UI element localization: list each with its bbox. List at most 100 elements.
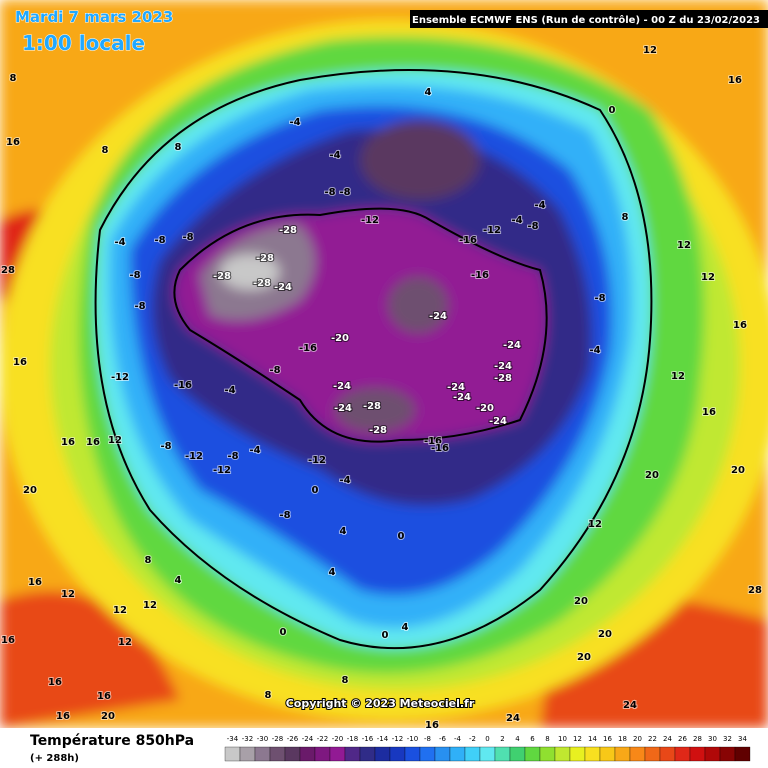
contour-label: -28: [279, 225, 297, 236]
colorbar-swatch: [314, 746, 331, 762]
contour-label: -28: [256, 253, 274, 264]
contour-label: -16: [471, 270, 489, 281]
contour-label: -4: [589, 345, 600, 356]
colorbar-swatch: [539, 746, 556, 762]
contour-label: 12: [588, 519, 602, 530]
contour-label: 8: [145, 555, 152, 566]
colorbar-swatch: [299, 746, 316, 762]
contour-label: -16: [459, 235, 477, 246]
contour-label: 0: [382, 630, 389, 641]
contour-label: 16: [13, 357, 27, 368]
colorbar-swatch: [704, 746, 721, 762]
contour-label: -28: [213, 271, 231, 282]
contour-label: -4: [534, 200, 545, 211]
colorbar-swatch: [284, 746, 301, 762]
date: Mardi 7 mars 2023: [15, 8, 173, 26]
contour-label: -24: [334, 403, 352, 414]
contour-label: -8: [160, 441, 171, 452]
contour-label: 16: [6, 137, 20, 148]
contour-label: 0: [312, 485, 319, 496]
contour-label: 4: [402, 622, 409, 633]
contour-label: 20: [598, 629, 612, 640]
colorbar-swatch: [719, 746, 736, 762]
contour-label: 24: [506, 713, 520, 724]
contour-label: 20: [23, 485, 37, 496]
colorbar-swatch: [254, 746, 271, 762]
contour-label: -8: [129, 270, 140, 281]
colorbar-tick-label: 28: [693, 735, 702, 743]
colorbar-swatch: [584, 746, 601, 762]
colorbar-tick-label: -34: [227, 735, 239, 743]
colorbar-swatch: [569, 746, 586, 762]
colorbar-swatch: [269, 746, 286, 762]
colorbar-swatch: [494, 746, 511, 762]
colorbar-swatch: [629, 746, 646, 762]
contour-label: 4: [329, 567, 336, 578]
contour-label: 16: [97, 691, 111, 702]
colorbar-tick-label: 24: [663, 735, 672, 743]
lead-time: (+ 288h): [30, 753, 79, 764]
colorbar-swatch: [674, 746, 691, 762]
contour-label: -4: [339, 475, 350, 486]
colorbar-tick-label: -24: [302, 735, 314, 743]
contour-label: 4: [175, 575, 182, 586]
local-time: 1:00 locale: [22, 31, 145, 55]
colorbar-tick-label: 32: [723, 735, 732, 743]
contour-label: 16: [733, 320, 747, 331]
contour-label: 16: [56, 711, 70, 722]
colorbar-swatch: [329, 746, 346, 762]
contour-label: -24: [503, 340, 521, 351]
contour-label: -4: [329, 150, 340, 161]
contour-label: -12: [213, 465, 231, 476]
colorbar-tick-label: 10: [558, 735, 567, 743]
contour-label: -12: [361, 215, 379, 226]
contour-label: -4: [114, 237, 125, 248]
colorbar-swatch: [509, 746, 526, 762]
contour-label: -24: [429, 311, 447, 322]
colorbar-tick-label: 14: [588, 735, 597, 743]
contour-label: 12: [61, 589, 75, 600]
colorbar-tick-label: -8: [424, 735, 431, 743]
contours: [94, 69, 653, 650]
colorbar-swatch: [239, 746, 256, 762]
contour-label: 4: [425, 87, 432, 98]
contour-label: -12: [111, 372, 129, 383]
colorbar-tick-label: -2: [469, 735, 476, 743]
contour-label: -8: [182, 232, 193, 243]
contour-labels: -4-4-8 -8-12-28-28-28-28 -24-8 -8-4-8-8-12-…: [0, 17, 763, 747]
contour-label: -4: [289, 117, 300, 128]
colorbar-swatch: [734, 746, 751, 762]
colorbar-swatch: [389, 746, 406, 762]
contour-label: -8: [269, 365, 280, 376]
minus-20-isotherm: [173, 207, 548, 443]
colorbar-swatch: [614, 746, 631, 762]
contour-label: -12: [185, 451, 203, 462]
colorbar-tick-label: -30: [257, 735, 268, 743]
contour-label: 16: [48, 677, 62, 688]
field-name: Température 850hPa: [30, 733, 194, 749]
colorbar-tick-label: -16: [362, 735, 374, 743]
colorbar-swatch: [434, 746, 451, 762]
contour-label: -20: [476, 403, 494, 414]
colorbar-tick-label: -14: [377, 735, 389, 743]
contour-label: -4: [224, 385, 235, 396]
colorbar-tick-label: 26: [678, 735, 687, 743]
colorbar-swatch: [599, 746, 616, 762]
contour-label: -8: [339, 187, 350, 198]
contour-label: 12: [108, 435, 122, 446]
copyright: Copyright © 2023 Meteociel.fr: [286, 697, 475, 710]
contour-label: -12: [483, 225, 501, 236]
colorbar-swatch: [449, 746, 466, 762]
colorbar-swatch: [224, 746, 241, 762]
colorbar-swatch: [404, 746, 421, 762]
colorbar-swatch: [464, 746, 481, 762]
contour-label: 12: [643, 45, 657, 56]
contour-label: 16: [86, 437, 100, 448]
colorbar-tick-label: -32: [242, 735, 253, 743]
colorbar-tick-label: 18: [618, 735, 627, 743]
contour-label: -8: [594, 293, 605, 304]
colorbar-tick-label: -26: [287, 735, 299, 743]
contour-label: -16: [424, 436, 442, 447]
colorbar-tick-label: 0: [485, 735, 489, 743]
